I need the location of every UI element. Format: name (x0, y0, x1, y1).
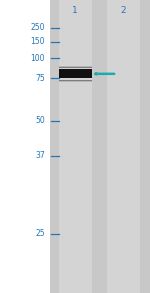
Text: 75: 75 (35, 74, 45, 83)
Bar (58, 67, 92, 68)
Text: 37: 37 (35, 151, 45, 160)
Text: 2: 2 (120, 6, 126, 15)
Bar (58, 66, 92, 67)
Bar (58, 80, 92, 81)
Text: 50: 50 (35, 116, 45, 125)
Bar (58, 0, 92, 293)
Text: 100: 100 (30, 54, 45, 62)
Text: 25: 25 (35, 229, 45, 238)
Text: 250: 250 (30, 23, 45, 32)
Bar (58, 69, 92, 78)
Bar (50, 0, 150, 293)
Text: 1: 1 (72, 6, 78, 15)
Bar (106, 0, 140, 293)
Text: 150: 150 (30, 37, 45, 46)
Bar (58, 81, 92, 82)
